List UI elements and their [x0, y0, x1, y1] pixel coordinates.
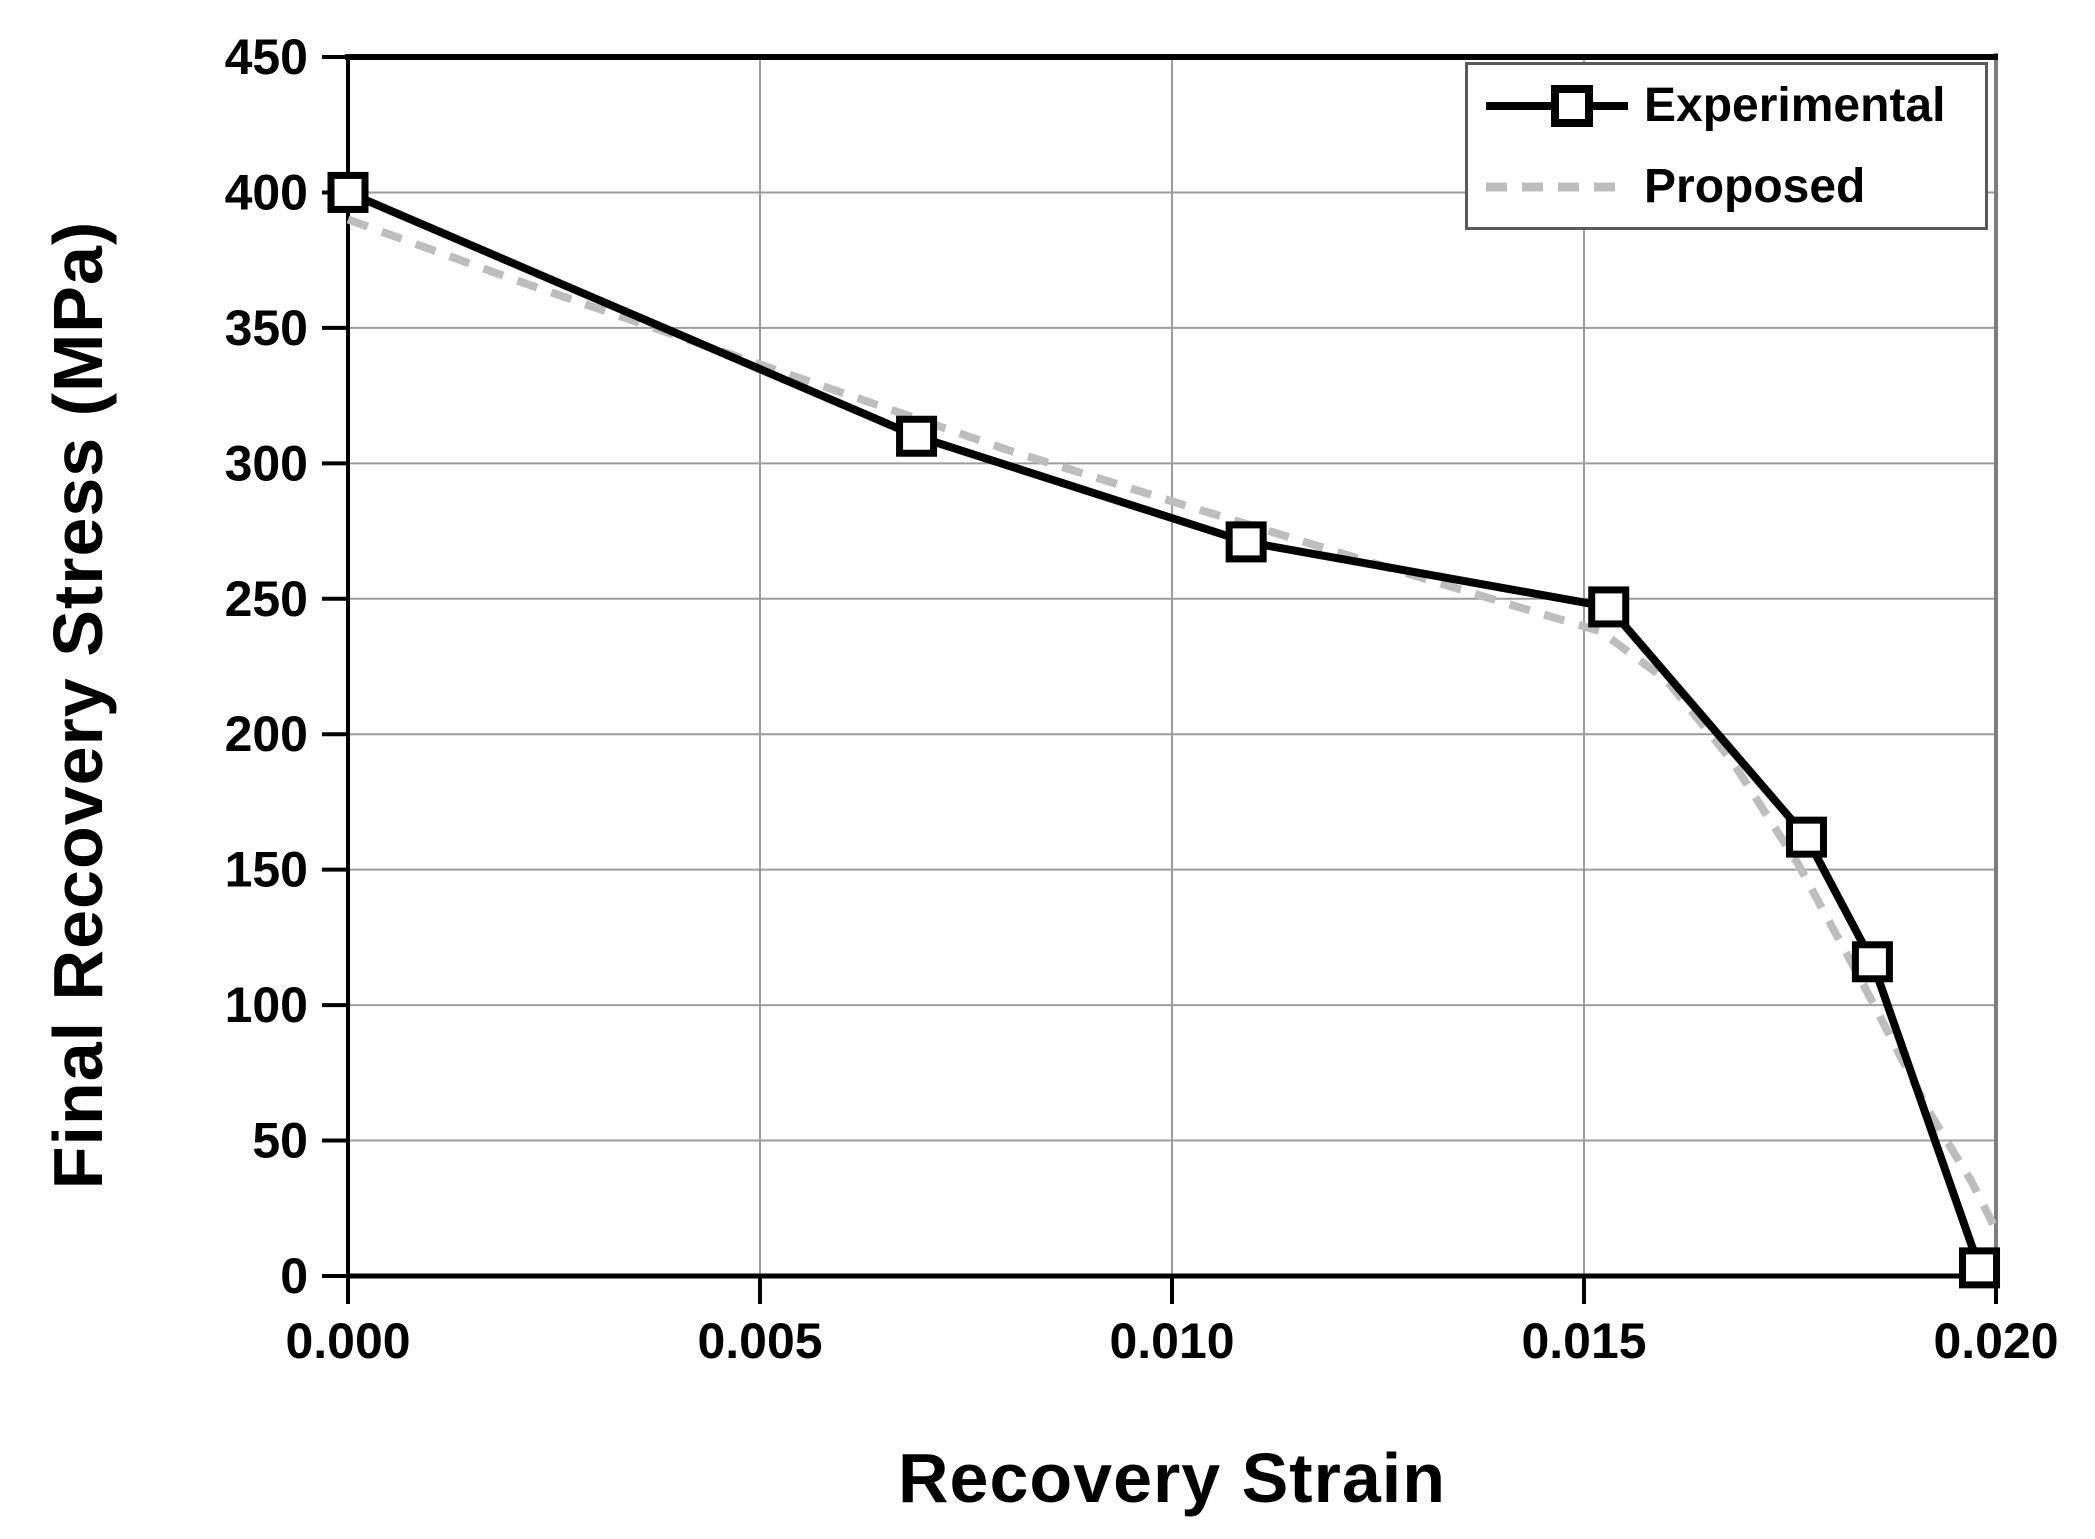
y-tick-label: 300: [225, 435, 308, 491]
y-tick-label: 450: [225, 29, 308, 85]
series-proposed-line: [346, 215, 2000, 1232]
y-tick-label: 250: [225, 571, 308, 627]
y-tick-label: 50: [252, 1113, 308, 1169]
experimental-marker: [1851, 941, 1893, 983]
x-axis-title: Recovery Strain: [897, 1439, 1447, 1517]
y-tick-label: 0: [280, 1248, 308, 1304]
experimental-marker: [896, 415, 938, 457]
y-tick-label: 150: [225, 842, 308, 898]
x-tick-label: 0.015: [1521, 1313, 1646, 1369]
x-tick-label: 0.000: [285, 1313, 410, 1369]
y-tick-label: 400: [225, 164, 308, 220]
x-tick-label: 0.005: [697, 1313, 822, 1369]
y-tick-label: 350: [225, 300, 308, 356]
legend-label-proposed: Proposed: [1644, 160, 1866, 213]
experimental-marker: [1588, 586, 1630, 628]
experimental-line-swatch-icon: [1486, 84, 1628, 127]
experimental-marker: [1785, 816, 1827, 858]
y-tick-label: 200: [225, 706, 308, 762]
y-tick-label: 100: [225, 977, 308, 1033]
experimental-marker: [1959, 1247, 2001, 1289]
proposed-dashed-swatch-icon: [1486, 182, 1628, 191]
y-axis-title: Final Recovery Stress (MPa): [39, 220, 117, 1190]
x-tick-label: 0.020: [1933, 1313, 2058, 1369]
legend-item-experimental: Experimental: [1468, 65, 1985, 146]
experimental-marker: [327, 171, 369, 213]
x-tick-label: 0.010: [1109, 1313, 1234, 1369]
legend-item-proposed: Proposed: [1468, 146, 1985, 227]
series-experimental-line: [346, 188, 1984, 1270]
experimental-marker: [1225, 521, 1267, 563]
legend-label-experimental: Experimental: [1644, 79, 1946, 132]
legend: Experimental Proposed: [1465, 62, 1988, 230]
